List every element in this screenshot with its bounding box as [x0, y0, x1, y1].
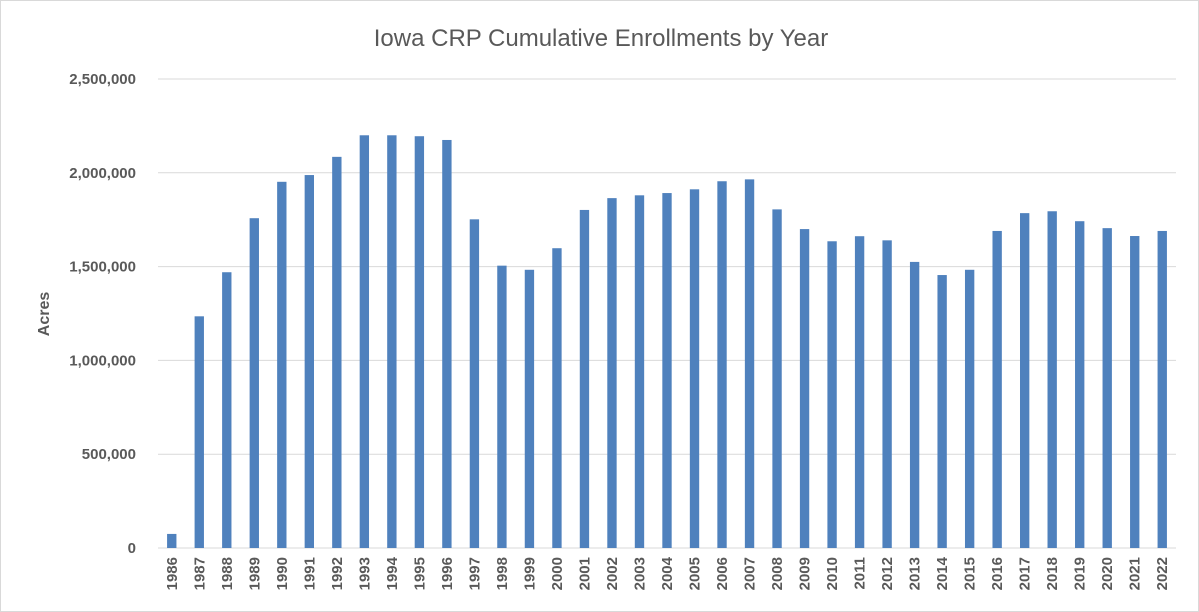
- bar-1995: [414, 136, 425, 548]
- x-tick-label: 2000: [549, 557, 566, 590]
- x-tick-label: 2015: [962, 557, 979, 590]
- x-tick-label: 1992: [329, 557, 346, 590]
- bar-2012: [882, 240, 892, 548]
- bar-1992: [332, 156, 342, 548]
- bar-2017: [1019, 213, 1030, 548]
- bar-1997: [469, 219, 480, 548]
- bar-1999: [524, 269, 535, 548]
- y-axis-label: Acres: [36, 292, 53, 337]
- y-tick-label: 0: [128, 540, 136, 557]
- x-tick-label: 2012: [879, 557, 896, 590]
- bar-2008: [772, 209, 782, 548]
- bar-2001: [579, 209, 590, 548]
- x-tick-label: 2001: [576, 557, 593, 590]
- x-tick-label: 2016: [989, 557, 1006, 590]
- bar-1989: [249, 218, 259, 548]
- bar-1996: [442, 139, 452, 548]
- x-tick-label: 1991: [301, 557, 318, 590]
- bar-2021: [1130, 236, 1140, 549]
- y-tick-label: 1,500,000: [69, 259, 136, 276]
- bar-2019: [1075, 221, 1085, 548]
- y-axis-ticks: 0 500,000 1,000,000 1,500,000 2,000,000 2,500…: [69, 71, 136, 557]
- x-tick-label: 2022: [1154, 557, 1171, 590]
- x-tick-label: 1996: [439, 557, 456, 590]
- bar-2010: [827, 241, 837, 549]
- x-tick-label: 1990: [274, 557, 291, 590]
- x-tick-label: 2006: [714, 557, 731, 590]
- x-tick-label: 2004: [659, 556, 676, 590]
- x-tick-label: 2007: [742, 557, 759, 590]
- bar-2002: [607, 198, 617, 548]
- x-tick-label: 1989: [246, 557, 263, 590]
- x-tick-label: 2008: [769, 557, 786, 590]
- x-tick-label: 2021: [1127, 557, 1144, 590]
- bar-1986: [167, 533, 177, 548]
- bar-2013: [909, 261, 920, 548]
- bar-2022: [1157, 230, 1167, 548]
- bar-1990: [277, 181, 287, 548]
- x-tick-label: 1999: [521, 557, 538, 590]
- bar-2016: [992, 230, 1002, 548]
- bar-1988: [222, 272, 232, 548]
- bar-2005: [689, 189, 700, 548]
- bar-2020: [1102, 228, 1112, 548]
- bar-1987: [194, 316, 204, 548]
- chart-title: Iowa CRP Cumulative Enrollments by Year: [374, 25, 828, 52]
- x-tick-label: 1987: [191, 557, 208, 590]
- x-tick-label: 2019: [1072, 557, 1089, 590]
- bar-2007: [744, 179, 755, 548]
- x-tick-label: 2002: [604, 557, 621, 590]
- bar-1998: [497, 265, 507, 548]
- x-tick-label: 2017: [1017, 557, 1034, 590]
- x-tick-label: 2010: [824, 557, 841, 590]
- y-tick-label: 2,000,000: [69, 165, 136, 182]
- x-tick-label: 2005: [687, 557, 704, 590]
- bar-1993: [359, 135, 370, 548]
- y-tick-label: 2,500,000: [69, 71, 136, 88]
- bars: [167, 135, 1167, 549]
- bar-2000: [552, 248, 562, 548]
- x-tick-label: 2013: [907, 557, 924, 590]
- bar-2011: [854, 236, 865, 548]
- x-tick-label: 1995: [411, 557, 428, 590]
- x-tick-label: 2009: [797, 557, 814, 590]
- bar-2004: [662, 193, 672, 549]
- x-tick-label: 2014: [934, 556, 951, 590]
- bar-2003: [634, 195, 645, 548]
- x-tick-label: 2020: [1099, 557, 1116, 590]
- bar-2006: [717, 181, 727, 548]
- x-tick-label: 2003: [631, 557, 648, 590]
- bar-1991: [304, 175, 315, 548]
- x-tick-label: 1998: [494, 557, 511, 590]
- x-tick-label: 1994: [384, 556, 401, 590]
- bar-1994: [387, 135, 397, 548]
- bar-2018: [1047, 211, 1057, 548]
- x-tick-label: 1997: [466, 557, 483, 590]
- x-tick-label: 2011: [852, 557, 869, 590]
- x-tick-label: 2018: [1044, 557, 1061, 590]
- bar-2014: [937, 275, 947, 548]
- bar-2015: [964, 269, 975, 548]
- x-axis-ticks: 1986 1987 1988 1989 1990 1991 1992 1993 1994 1995…: [164, 556, 1171, 590]
- bar-2009: [799, 229, 810, 548]
- y-tick-label: 500,000: [82, 446, 136, 463]
- x-tick-label: 1993: [356, 557, 373, 590]
- y-tick-label: 1,000,000: [69, 352, 136, 369]
- x-tick-label: 1988: [219, 557, 236, 590]
- x-tick-label: 1986: [164, 557, 181, 590]
